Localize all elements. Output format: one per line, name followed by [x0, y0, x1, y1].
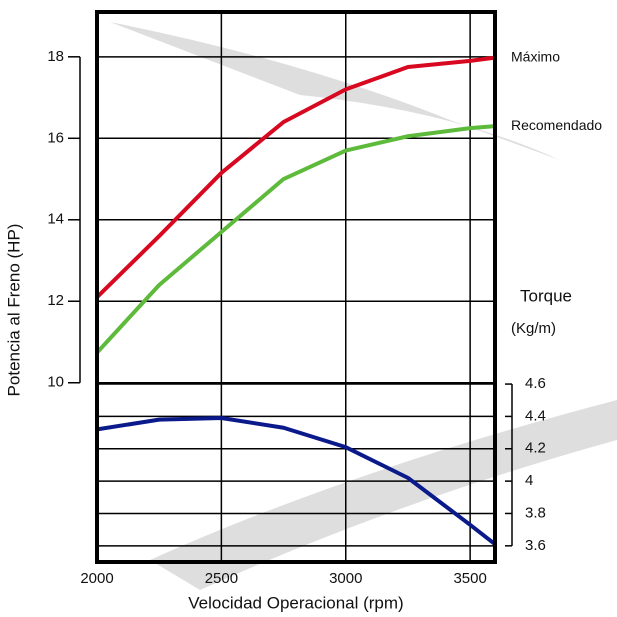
x-tick-label: 2000 [80, 570, 113, 587]
x-tick-label: 2500 [205, 570, 238, 587]
legend-label: Recomendado [511, 117, 602, 133]
x-axis-label: Velocidad Operacional (rpm) [188, 593, 403, 612]
series-line [96, 416, 497, 546]
y-tick-label: 12 [47, 292, 64, 309]
watermark-shape [150, 400, 617, 590]
y2-tick-label: 4.6 [525, 375, 546, 392]
y2-tick-label: 4.4 [525, 407, 546, 424]
y2-tick-label: 3.8 [525, 504, 546, 521]
y-tick-label: 14 [47, 211, 64, 228]
y2-axis-unit: (Kg/m) [511, 320, 556, 337]
y-axis-label: Potencia al Freno (HP) [4, 224, 23, 397]
y-tick-label: 16 [47, 129, 64, 146]
x-tick-label: 3500 [453, 570, 486, 587]
watermark-shape [110, 22, 560, 160]
y2-axis-label: Torque [520, 286, 572, 305]
y-tick-label: 10 [47, 374, 64, 391]
y-tick-label: 18 [47, 48, 64, 65]
y2-tick-label: 3.6 [525, 537, 546, 554]
plot-frame [95, 10, 497, 564]
series-line [95, 55, 496, 299]
y2-tick-label: 4 [525, 472, 533, 489]
y2-tick-label: 4.2 [525, 440, 546, 457]
legend-label: Máximo [511, 48, 560, 64]
series-line [95, 124, 496, 354]
x-tick-label: 3000 [329, 570, 362, 587]
